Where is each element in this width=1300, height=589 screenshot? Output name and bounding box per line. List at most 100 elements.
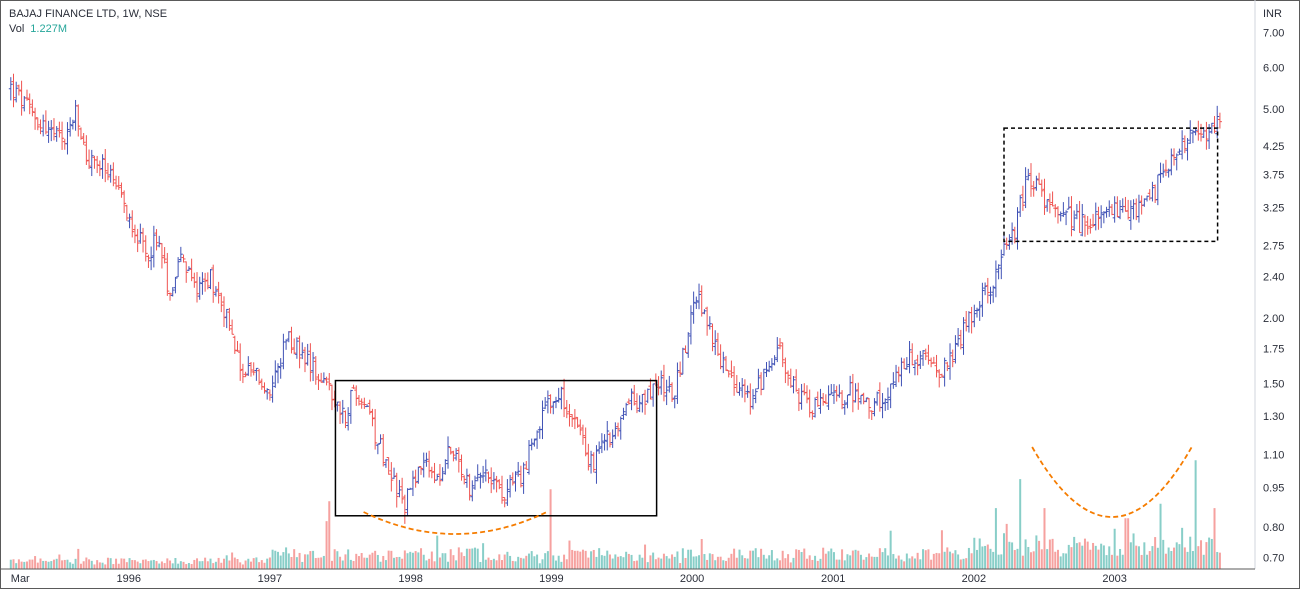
y-tick-label: 7.00 — [1263, 27, 1284, 39]
volume-bar — [587, 557, 590, 569]
volume-bar — [560, 561, 563, 569]
volume-bar — [598, 548, 601, 569]
volume-bar — [741, 555, 744, 569]
volume-bar — [414, 551, 417, 569]
volume-bar — [411, 552, 414, 569]
volume-bar — [1202, 554, 1205, 569]
volume-bar — [430, 551, 433, 569]
x-tick-label: 1999 — [539, 573, 563, 585]
volume-bar — [665, 556, 668, 569]
volume-bar — [355, 553, 358, 569]
volume-bar — [897, 555, 900, 569]
volume-bar — [1024, 539, 1027, 569]
volume-bar — [260, 560, 263, 569]
volume-bar — [82, 561, 85, 569]
volume-bar — [492, 558, 495, 569]
y-tick-label: 2.00 — [1263, 313, 1284, 325]
x-tick-label: 1997 — [258, 573, 282, 585]
volume-bar — [1129, 542, 1132, 569]
volume-bar — [992, 551, 995, 569]
volume-bar — [792, 557, 795, 569]
volume-bar — [1029, 552, 1032, 569]
volume-bar — [932, 553, 935, 569]
volume-bar — [1151, 546, 1154, 569]
volume-bar — [668, 558, 671, 569]
volume-bar — [1218, 552, 1221, 569]
volume-bar — [250, 561, 252, 569]
volume-bar — [436, 535, 439, 569]
volume-bar — [787, 554, 790, 569]
volume-bar — [954, 550, 957, 569]
volume-bar — [509, 555, 512, 569]
volume-bar — [438, 557, 441, 569]
volume-bar — [590, 551, 593, 569]
volume-bar — [77, 548, 80, 569]
volume-bar — [1205, 542, 1208, 569]
volume-bar — [96, 560, 99, 569]
volume-bar — [808, 555, 811, 569]
volume-bar — [1100, 543, 1103, 569]
volume-bar — [862, 559, 865, 569]
volume-bar — [387, 550, 390, 569]
volume-bar — [474, 547, 477, 569]
volume-bar — [352, 561, 355, 569]
volume-bar — [1019, 479, 1022, 569]
volume-bar — [824, 553, 827, 569]
volume-bar — [614, 554, 617, 569]
volume-bar — [725, 560, 728, 569]
volume-bar — [225, 555, 228, 569]
y-axis-ticks: 0.70 0.80 0.95 1.10 1.30 1.50 1.75 2.00 2.40 2.75… — [1263, 27, 1284, 564]
volume-bar — [757, 557, 760, 569]
volume-bar — [716, 556, 719, 569]
y-tick-label: 2.40 — [1263, 271, 1284, 283]
volume-bar — [23, 561, 26, 569]
volume-bar — [409, 551, 412, 569]
volume-bar — [908, 558, 911, 569]
volume-value: 1.227M — [30, 23, 67, 35]
volume-bar — [546, 551, 549, 569]
volume-bar — [1059, 556, 1062, 569]
volume-bar — [819, 558, 822, 569]
volume-bar — [457, 547, 460, 569]
volume-bar — [320, 557, 323, 569]
volume-bar — [136, 561, 139, 569]
volume-bar — [816, 560, 819, 569]
volume-bar — [1121, 554, 1124, 569]
volume-bar — [638, 554, 641, 569]
volume-bar — [487, 557, 490, 569]
volume-bar — [957, 554, 960, 569]
volume-bar — [306, 554, 309, 569]
volume-bar — [671, 554, 674, 569]
volume-bar — [552, 555, 555, 569]
volume-bar — [131, 560, 134, 569]
volume-bar — [843, 560, 846, 569]
volume-bar — [519, 557, 522, 569]
volume-bar — [349, 559, 352, 569]
volume-bar — [1070, 547, 1073, 569]
volume-bar — [1040, 549, 1043, 569]
volume-bar — [12, 559, 15, 569]
volume-bar — [536, 554, 539, 569]
volume-bar — [223, 558, 226, 569]
volume-bar — [571, 549, 574, 569]
volume-bar — [171, 563, 174, 569]
volume-bar — [517, 556, 520, 569]
volume-bar — [115, 558, 118, 569]
volume-bar — [123, 558, 126, 569]
volume-bar — [293, 549, 296, 569]
volume-bar — [886, 555, 889, 569]
volume-bar — [533, 556, 536, 569]
volume-bar — [703, 554, 706, 569]
volume-bar — [884, 548, 887, 569]
volume-bar — [417, 552, 420, 569]
volume-legend: Vol 1.227M — [9, 22, 167, 37]
volume-bar — [55, 558, 58, 569]
volume-bar — [379, 561, 382, 569]
volume-bar — [1148, 551, 1151, 569]
volume-bar — [986, 544, 989, 569]
volume-bar — [1194, 460, 1197, 569]
volume-bar — [447, 561, 450, 569]
volume-bar — [738, 549, 741, 569]
volume-bar — [179, 561, 182, 569]
